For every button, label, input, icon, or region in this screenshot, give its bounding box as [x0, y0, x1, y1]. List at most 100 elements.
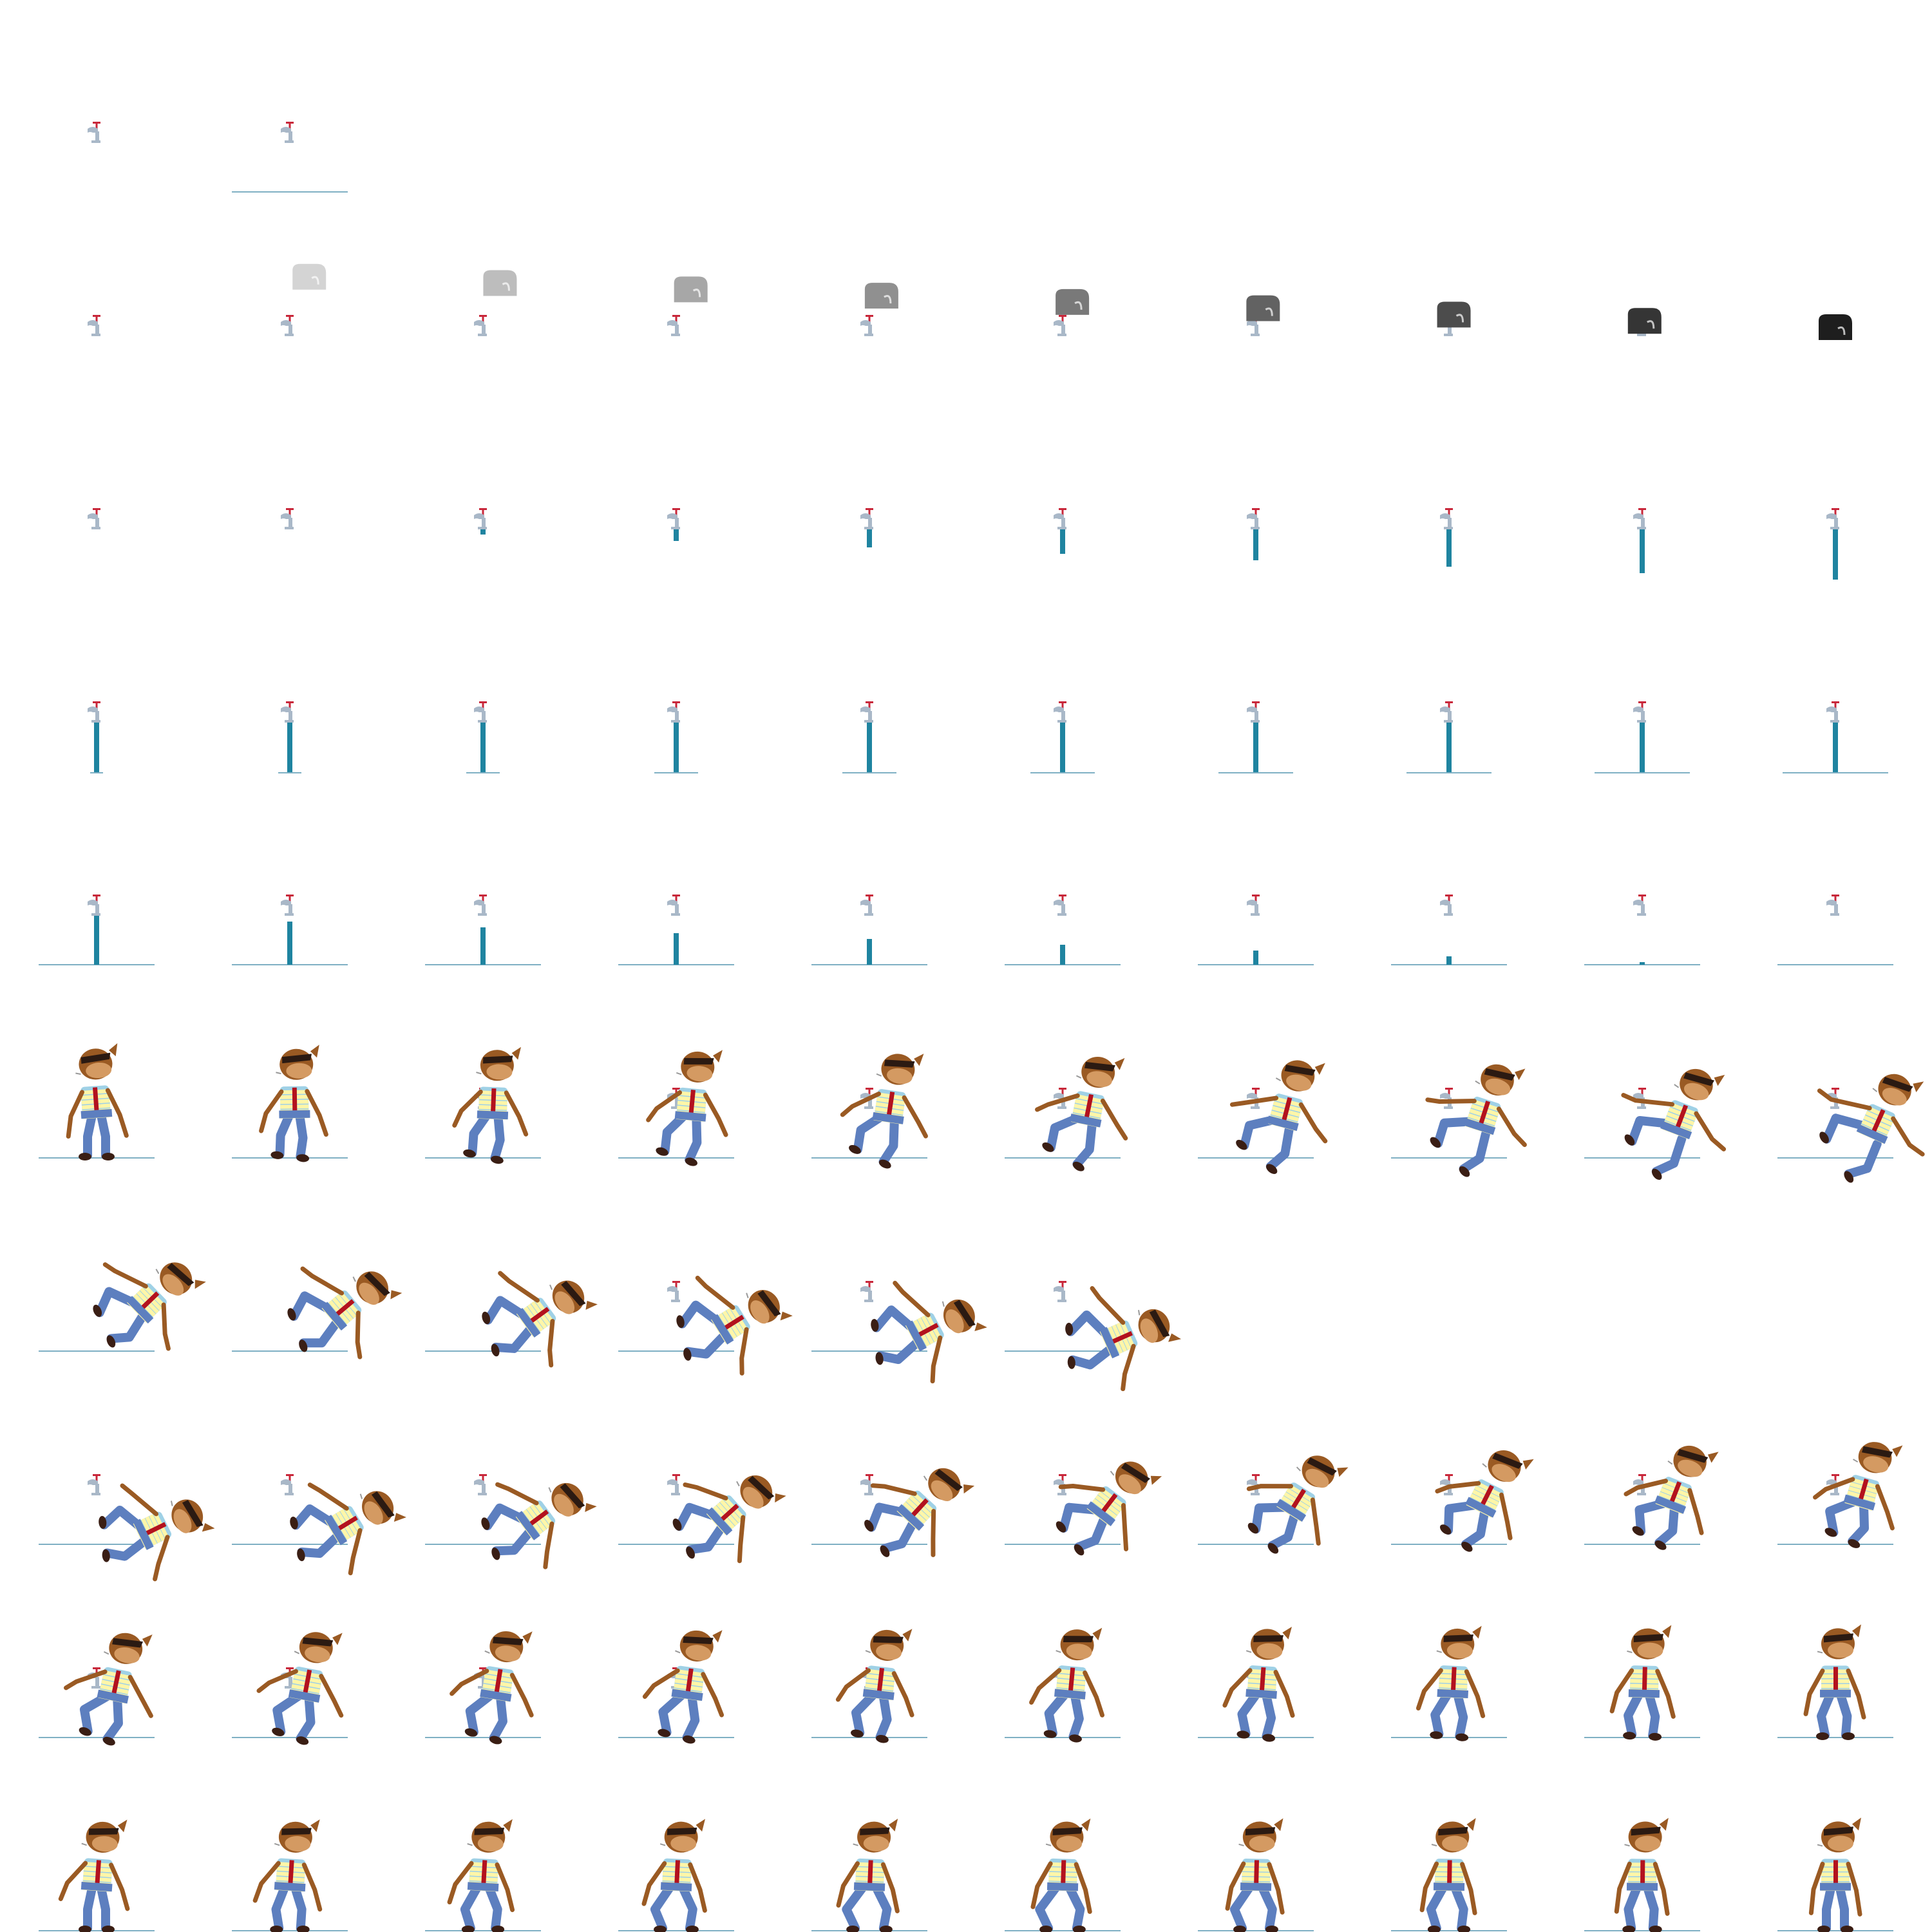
faucet-icon	[88, 1474, 100, 1495]
torso	[1624, 1445, 1719, 1535]
right-arm	[1298, 1102, 1328, 1144]
sprite-frame	[474, 508, 487, 535]
right-arm	[355, 1311, 363, 1359]
sprite-frame	[1391, 1625, 1507, 1741]
right-shoe	[1461, 1542, 1473, 1552]
right-leg	[97, 1883, 110, 1932]
left-shoe	[1819, 1132, 1829, 1144]
left-shoe	[272, 1727, 285, 1736]
right-arm	[305, 1089, 328, 1137]
ear	[1892, 1445, 1903, 1457]
tie	[336, 1515, 358, 1532]
tie	[909, 1498, 929, 1519]
left-leg	[1251, 1502, 1291, 1534]
water-stream	[1640, 529, 1645, 573]
rock-icon	[1627, 308, 1662, 334]
hair	[1677, 1449, 1709, 1463]
tie	[139, 1291, 160, 1311]
right-shoe	[685, 1926, 699, 1932]
sprite-frame	[1584, 1625, 1700, 1741]
faucet-icon	[1633, 895, 1646, 916]
right-shoe	[297, 1548, 305, 1562]
left-arm	[683, 1482, 728, 1501]
ear	[194, 1280, 206, 1289]
left-leg	[468, 1110, 492, 1158]
torso	[1058, 1461, 1162, 1551]
character-sprite	[1624, 1445, 1719, 1550]
water-stream	[674, 529, 679, 541]
right-leg	[490, 1113, 505, 1163]
hair	[884, 1059, 915, 1068]
left-arm	[256, 1669, 298, 1693]
cigarette	[276, 1072, 281, 1075]
hair	[561, 1280, 586, 1307]
cigarette	[923, 1475, 928, 1481]
torso	[1029, 1627, 1105, 1718]
left-shoe	[79, 1153, 91, 1160]
left-leg	[95, 1287, 141, 1318]
faucet-icon	[1054, 508, 1066, 529]
right-shoe	[296, 1736, 309, 1745]
water-stream	[480, 529, 486, 535]
sprite-frame	[618, 895, 734, 965]
sprite-frame	[1584, 1445, 1719, 1550]
ear	[1913, 1081, 1924, 1092]
left-arm	[64, 1669, 108, 1690]
faucet-icon	[88, 122, 100, 143]
hair	[873, 1636, 904, 1643]
rock-icon	[1819, 314, 1852, 340]
sprite-frame	[39, 1043, 155, 1160]
left-shoe	[851, 1729, 864, 1738]
rock-icon	[1056, 289, 1090, 315]
left-shoe	[1039, 1926, 1053, 1932]
right-arm	[128, 1674, 153, 1718]
right-arm	[1121, 1502, 1129, 1551]
right-leg	[97, 1110, 110, 1160]
faucet-icon	[281, 1474, 294, 1495]
tie	[92, 1087, 99, 1113]
ear	[109, 1043, 118, 1057]
belt	[1054, 1689, 1086, 1700]
sprite-frame	[232, 1474, 406, 1576]
belt	[1099, 1327, 1120, 1359]
character-sprite	[1803, 1624, 1866, 1740]
left-shoe	[93, 1304, 102, 1317]
ear	[1337, 1467, 1349, 1477]
cigarette	[736, 1481, 740, 1487]
belt	[862, 1689, 895, 1700]
tie	[1068, 1667, 1075, 1693]
right-arm	[1083, 1670, 1105, 1718]
left-arm	[1813, 1477, 1855, 1500]
left-shoe	[864, 1520, 874, 1532]
right-arm	[930, 1335, 943, 1384]
belt	[516, 1307, 541, 1338]
ear	[390, 1290, 402, 1300]
ear	[202, 1522, 215, 1532]
cigarette	[675, 1650, 681, 1654]
ear	[1707, 1452, 1719, 1463]
ear	[1522, 1459, 1534, 1470]
character-sprite	[1246, 1455, 1349, 1554]
torso	[447, 1819, 515, 1913]
belt	[853, 1882, 886, 1891]
right-shoe	[1654, 1540, 1667, 1550]
hair	[1631, 1826, 1661, 1836]
left-arm	[1614, 1861, 1632, 1914]
cigarette	[1482, 1463, 1487, 1468]
sprite-frame	[1005, 1627, 1121, 1743]
character-sprite	[871, 1280, 987, 1384]
sprite-frame	[39, 1262, 206, 1352]
character-sprite	[252, 1819, 323, 1932]
faucet-icon	[1826, 895, 1839, 916]
ear	[1092, 1627, 1103, 1641]
right-shoe	[1072, 1161, 1084, 1171]
right-leg	[875, 1692, 892, 1742]
left-leg	[1825, 1497, 1859, 1537]
cigarette	[1137, 1310, 1141, 1316]
water-stream	[1060, 723, 1065, 773]
tie	[1669, 1481, 1682, 1504]
face	[1442, 1835, 1468, 1852]
tie	[1061, 1860, 1066, 1885]
sprite-frame	[860, 283, 898, 336]
left-shoe	[1632, 1526, 1644, 1536]
